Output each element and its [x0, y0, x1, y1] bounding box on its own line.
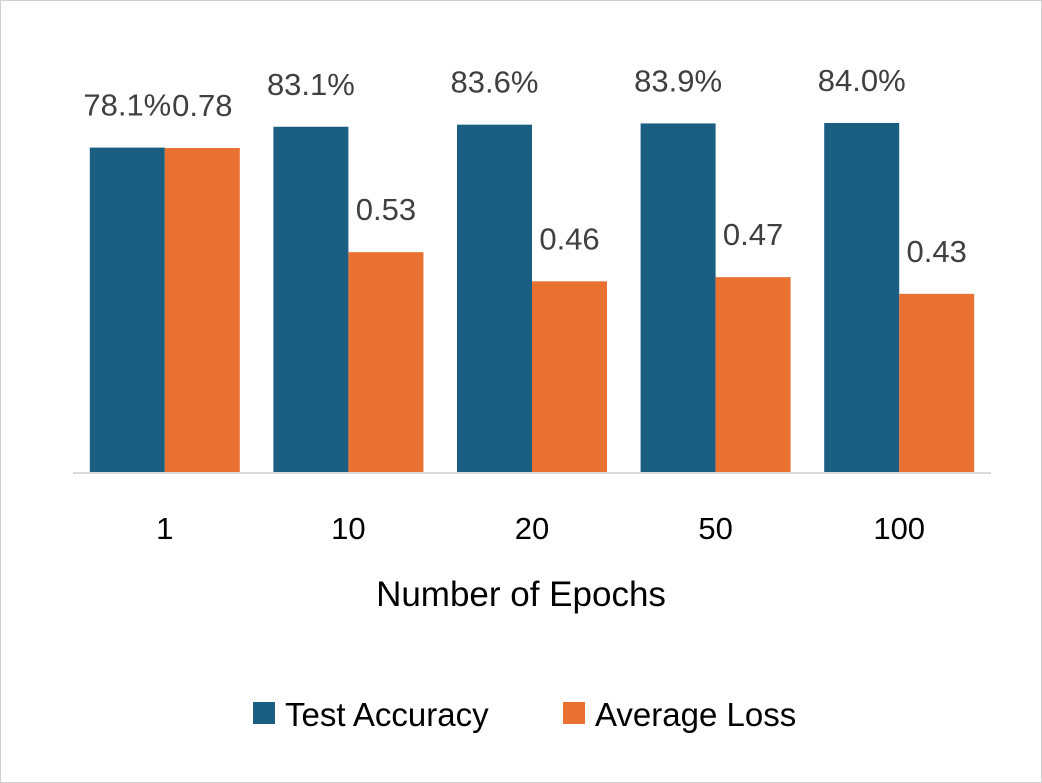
data-label-average-loss-20: 0.46	[539, 221, 599, 256]
bar-average-loss-100	[899, 293, 975, 473]
bar-average-loss-10	[348, 252, 424, 473]
bar-average-loss-20	[532, 281, 607, 473]
x-tick-label-1: 1	[156, 511, 173, 546]
legend-swatch-test-accuracy	[253, 702, 275, 724]
bars-layer	[89, 123, 975, 474]
x-tick-label-50: 50	[698, 511, 732, 546]
bar-test-accuracy-1	[89, 147, 165, 474]
bar-test-accuracy-50	[640, 123, 716, 474]
legend: Test Accuracy Average Loss	[253, 696, 796, 733]
x-axis-title: Number of Epochs	[376, 575, 666, 614]
bar-average-loss-1	[164, 148, 240, 473]
x-tick-labels-layer: 1 10 20 50 100	[156, 511, 925, 546]
bar-average-loss-50	[715, 277, 791, 473]
data-label-test-accuracy-10: 83.1%	[267, 67, 355, 102]
bar-test-accuracy-100	[824, 123, 900, 473]
data-label-test-accuracy-20: 83.6%	[451, 65, 539, 100]
bar-test-accuracy-10	[273, 126, 349, 473]
data-label-average-loss-10: 0.53	[356, 192, 416, 227]
data-label-test-accuracy-50: 83.9%	[634, 63, 722, 98]
data-label-test-accuracy-100: 84.0%	[818, 63, 906, 98]
bar-test-accuracy-20	[457, 124, 532, 474]
data-labels-layer: 78.1% 0.78 83.1% 0.53 83.6% 0.46 83.9% 0.47 84.0…	[83, 63, 967, 269]
data-label-average-loss-100: 0.43	[907, 234, 967, 269]
data-label-average-loss-1: 0.78	[172, 88, 232, 123]
x-tick-label-10: 10	[331, 511, 365, 546]
x-tick-label-20: 20	[515, 511, 549, 546]
legend-swatch-average-loss	[563, 702, 585, 724]
data-label-test-accuracy-1: 78.1%	[83, 88, 171, 123]
data-label-average-loss-50: 0.47	[723, 217, 783, 252]
legend-label-test-accuracy: Test Accuracy	[285, 696, 489, 733]
x-tick-label-100: 100	[873, 511, 925, 546]
legend-label-average-loss: Average Loss	[595, 696, 796, 733]
